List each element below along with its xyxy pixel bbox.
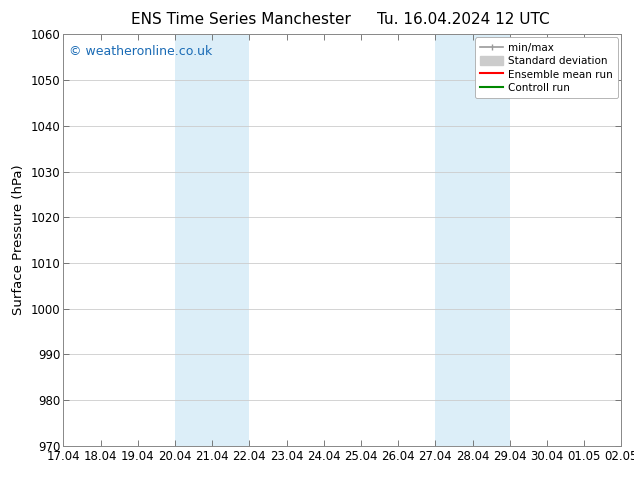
Legend: min/max, Standard deviation, Ensemble mean run, Controll run: min/max, Standard deviation, Ensemble me… (475, 37, 618, 98)
Bar (175, 34, 249, 446)
Text: Tu. 16.04.2024 12 UTC: Tu. 16.04.2024 12 UTC (377, 12, 549, 27)
Text: © weatheronline.co.uk: © weatheronline.co.uk (69, 45, 212, 58)
Bar (436, 34, 510, 446)
Text: ENS Time Series Manchester: ENS Time Series Manchester (131, 12, 351, 27)
Y-axis label: Surface Pressure (hPa): Surface Pressure (hPa) (12, 165, 25, 316)
